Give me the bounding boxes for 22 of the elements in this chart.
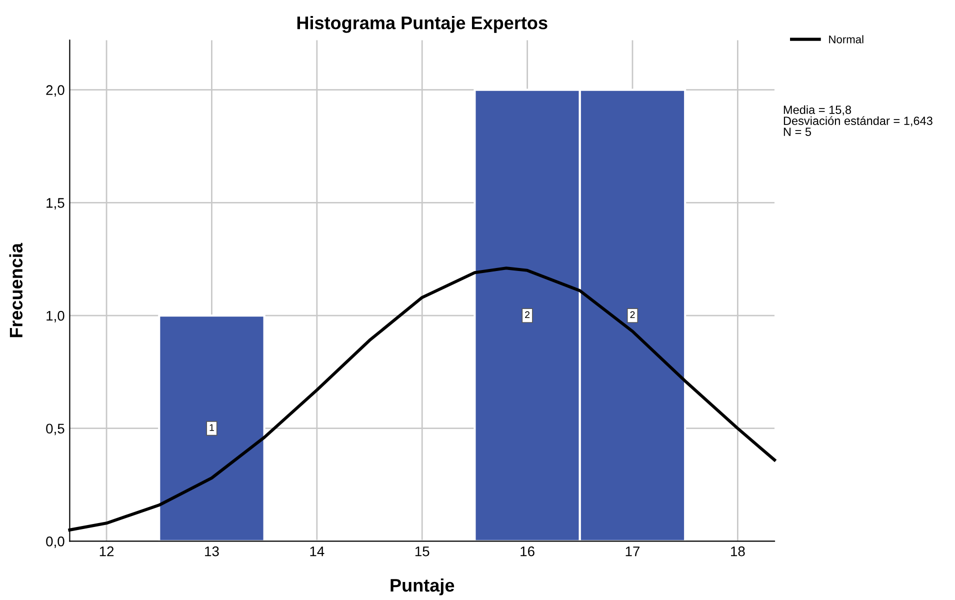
x-tick-label: 16	[520, 546, 534, 556]
x-tick-label: 18	[731, 546, 745, 556]
text: N = 5	[784, 128, 812, 136]
y-tick-label: 2,0	[46, 85, 64, 97]
x-tick-label: 13	[205, 546, 219, 556]
data-label: 2	[525, 311, 530, 318]
y-tick-label: 0,5	[46, 424, 64, 436]
x-axis-title: Puntaje	[390, 578, 454, 596]
y-tick-label: 1,5	[46, 198, 64, 210]
chart-title: Histograma Puntaje Expertos	[297, 16, 548, 33]
y-tick-label: 1,0	[46, 310, 64, 322]
y-axis-title: Frecuencia	[9, 242, 23, 338]
x-tick-label: 14	[310, 546, 324, 556]
text: Desviación estándar = 1,643	[784, 116, 932, 126]
x-tick-label: 17	[626, 546, 640, 556]
text: Media = 15,8	[784, 105, 852, 116]
y-tick-label: 0,0	[46, 536, 64, 548]
legend-label: Normal	[829, 35, 864, 44]
x-tick-label: 12	[100, 546, 114, 556]
x-tick-label: 15	[415, 546, 430, 556]
data-label: 2	[630, 311, 635, 318]
data-label: 1	[210, 424, 214, 431]
